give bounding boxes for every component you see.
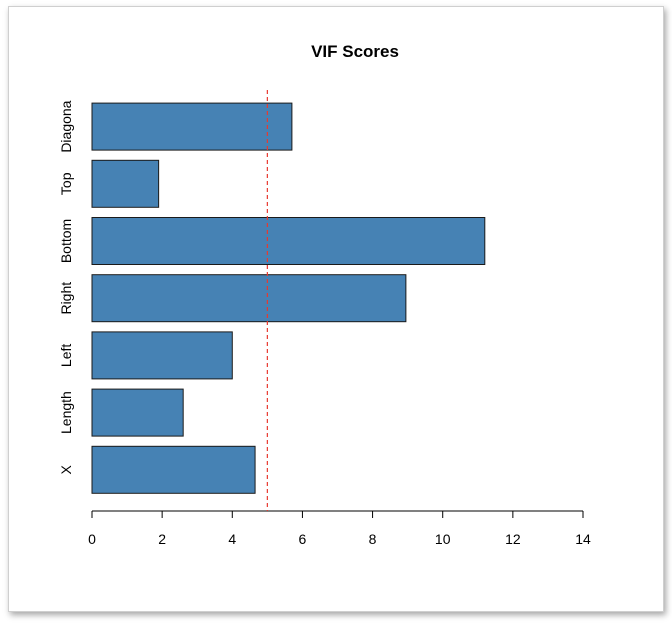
category-label-bottom: Bottom <box>58 219 74 263</box>
bar-right <box>91 274 407 323</box>
x-tick-label: 8 <box>369 531 377 547</box>
category-label-right: Right <box>58 282 74 315</box>
x-tick-label: 2 <box>158 531 166 547</box>
category-labels: X Length Left Right Bottom Top Diagona <box>58 100 74 474</box>
category-label-top: Top <box>58 172 74 195</box>
x-tick-label: 10 <box>435 531 451 547</box>
chart-title: VIF Scores <box>311 42 399 61</box>
x-axis: 0 2 4 6 8 10 12 14 <box>88 510 591 547</box>
x-tick-label: 4 <box>228 531 236 547</box>
bar-length <box>91 388 184 437</box>
bar-diagona <box>91 102 293 151</box>
bar-x <box>91 445 256 494</box>
category-label-left: Left <box>58 344 74 367</box>
x-tick-label: 6 <box>299 531 307 547</box>
bar-left <box>91 331 233 380</box>
category-label-x: X <box>58 464 74 474</box>
bar-top <box>91 159 160 208</box>
x-tick-label: 14 <box>575 531 591 547</box>
x-tick-label: 12 <box>505 531 521 547</box>
category-label-length: Length <box>58 391 74 434</box>
x-tick-label: 0 <box>88 531 96 547</box>
bar-bottom <box>91 217 486 265</box>
category-label-diagona: Diagona <box>58 100 74 152</box>
bars-group <box>91 102 486 494</box>
